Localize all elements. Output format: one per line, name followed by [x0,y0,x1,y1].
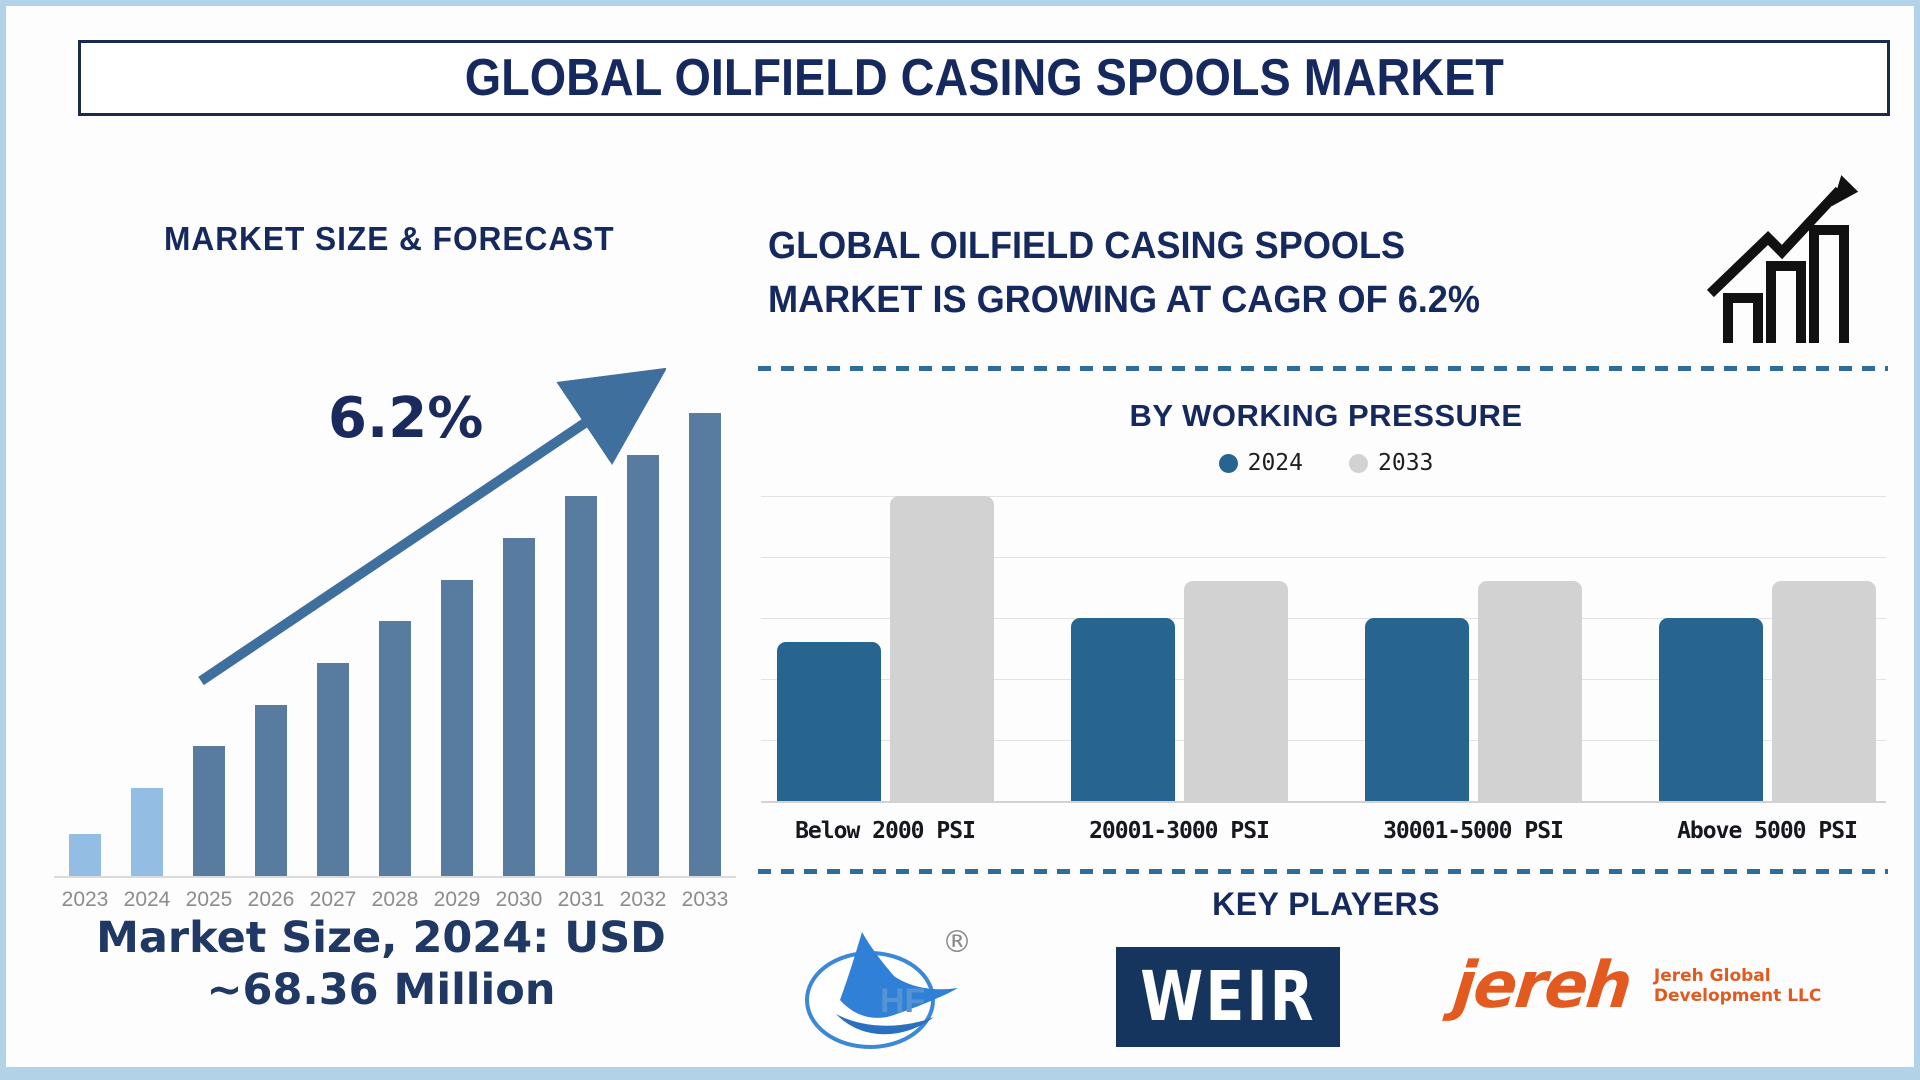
category-label: Above 5000 PSI [1677,818,1858,844]
pressure-group-3 [1364,581,1582,801]
forecast-bar-slot [488,411,550,876]
weir-wordmark: WEIR [1140,957,1316,1037]
growth-trend-arrow [198,367,666,686]
legend-label-2033: 2033 [1378,450,1434,476]
year-label-2026: 2026 [247,888,295,911]
pressure-bar-2033-Below 2000 PSI [889,496,994,801]
hf-logo: HF ® [805,925,972,1049]
title-box: GLOBAL OILFIELD CASING SPOOLS MARKET [78,40,1890,116]
forecast-bar-slot [674,411,736,876]
forecast-bar-2026 [255,705,287,876]
cagr-headline: GLOBAL OILFIELD CASING SPOOLS MARKET IS … [768,220,1633,328]
gridline [761,496,1886,497]
jereh-subtitle: Jereh Global Development LLC [1654,966,1821,1006]
pressure-chart-heading: BY WORKING PRESSURE [1129,398,1523,433]
forecast-bar-2032 [627,455,659,876]
gridline [761,618,1886,619]
year-label-2025: 2025 [185,888,233,911]
pressure-bar-2033-30001-5000 PSI [1477,581,1582,801]
pressure-chart-legend: 2024 2033 [766,450,1886,476]
legend-label-2024: 2024 [1247,450,1303,476]
pressure-bar-2024-Below 2000 PSI [776,642,881,801]
gridline [761,557,1886,558]
forecast-bar-chart [54,411,736,878]
pressure-bar-chart [761,496,1886,803]
cagr-headline-line1: GLOBAL OILFIELD CASING SPOOLS [768,225,1406,267]
legend-dot-2033 [1349,453,1368,473]
pressure-bar-2024-30001-5000 PSI [1364,618,1469,801]
forecast-bar-slot [550,411,612,876]
forecast-bar-slot [116,411,178,876]
legend-dot-2024 [1218,453,1238,473]
market-size-note-line2: ~68.36 Million [206,965,556,1016]
pressure-group-2 [1070,581,1288,801]
page-title: GLOBAL OILFIELD CASING SPOOLS MARKET [464,49,1504,107]
jereh-subtitle-line2: Development LLC [1653,986,1822,1006]
forecast-bar-slot [240,411,302,876]
forecast-bar-2023 [69,834,101,876]
pressure-category-axis: Below 2000 PSI 20001-3000 PSI 30001-5000 P… [776,818,1876,844]
dashed-divider-top [758,366,1888,371]
legend-item-2024: 2024 [1218,450,1303,476]
forecast-bar-slot [54,411,116,876]
hf-registered-mark: ® [942,925,972,960]
year-label-2024: 2024 [123,888,171,911]
category-label: 20001-3000 PSI [1089,818,1270,844]
forecast-bar-slot [612,411,674,876]
forecast-bar-2029 [441,580,473,876]
pressure-group-1 [776,496,994,801]
growth-chart-icon [1706,175,1859,343]
forecast-bar-2031 [565,496,597,876]
category-label: 30001-5000 PSI [1383,818,1564,844]
pressure-bar-2033-20001-3000 PSI [1183,581,1288,801]
key-players-heading: KEY PLAYERS [1212,886,1440,922]
forecast-year-axis: 2023 2024 2025 2026 2027 2028 2029 2030 2031 2032… [54,888,736,912]
jereh-wordmark: jereh [1450,949,1634,1023]
hf-monogram: HF [880,982,925,1020]
hf-bird-glyph [840,932,958,1018]
year-label-2023: 2023 [61,888,109,911]
market-size-note-line1: Market Size, 2024: USD [96,913,666,963]
year-label-2030: 2030 [495,888,543,911]
dashed-divider-bottom [758,869,1888,874]
forecast-heading: MARKET SIZE & FORECAST [164,220,615,257]
cagr-annotation: 6.2% [328,386,484,451]
forecast-bar-2033 [689,413,721,876]
pressure-group-4 [1658,581,1876,801]
year-label-2032: 2032 [619,888,667,911]
jereh-subtitle-line1: Jereh Global [1653,965,1771,986]
year-label-2027: 2027 [309,888,357,911]
pressure-bar-2024-Above 5000 PSI [1658,618,1763,801]
forecast-bar-2024 [131,788,163,876]
forecast-bar-slot [426,411,488,876]
market-size-note: Market Size, 2024: USD ~68.36 Million [26,912,736,1017]
cagr-headline-line2: MARKET IS GROWING AT CAGR OF 6.2% [768,278,1480,321]
forecast-bar-slot [302,411,364,876]
gridline [761,740,1886,741]
year-label-2033: 2033 [681,888,729,911]
year-label-2028: 2028 [371,888,419,911]
forecast-bar-2028 [379,621,411,876]
weir-logo: WEIR [1116,947,1340,1047]
jereh-logo: jereh Jereh Global Development LLC [1450,949,1821,1023]
legend-item-2033: 2033 [1349,450,1433,476]
forecast-bar-slot [178,411,240,876]
x-axis-baseline [761,801,1886,803]
forecast-bar-2027 [317,663,349,876]
forecast-bar-2025 [193,746,225,876]
pressure-bar-2033-Above 5000 PSI [1771,581,1876,801]
forecast-bar-slot [364,411,426,876]
year-label-2029: 2029 [433,888,481,911]
year-label-2031: 2031 [557,888,605,911]
pressure-bar-2024-20001-3000 PSI [1070,618,1175,801]
category-label: Below 2000 PSI [795,818,976,844]
gridline [761,679,1886,680]
forecast-bar-2030 [503,538,535,876]
